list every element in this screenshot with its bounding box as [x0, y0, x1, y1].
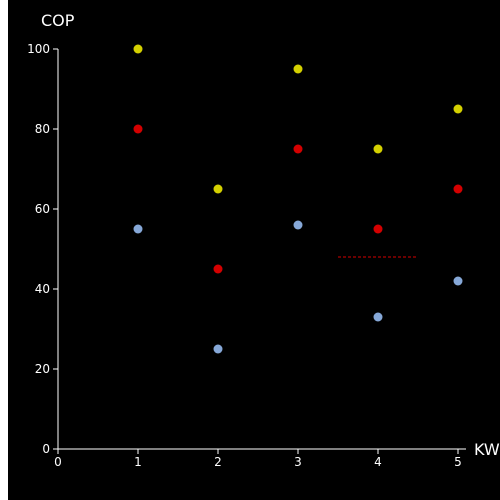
data-point [133, 44, 143, 54]
y-tick-label: 0 [42, 442, 50, 456]
data-point [453, 184, 463, 194]
data-point [373, 144, 383, 154]
chart-axes [57, 49, 466, 450]
data-point [133, 224, 143, 234]
x-axis-ticks: 0 1 2 3 4 5 [54, 449, 462, 469]
x-tick-label: 1 [134, 455, 142, 469]
data-point [373, 312, 383, 322]
data-point [293, 64, 303, 74]
chart-panel [8, 0, 500, 500]
data-point [293, 144, 303, 154]
y-tick-label: 40 [35, 282, 50, 296]
data-point [293, 220, 303, 230]
x-tick-label: 3 [294, 455, 302, 469]
y-tick-label: 20 [35, 362, 50, 376]
x-tick-label: 4 [374, 455, 382, 469]
y-tick-label: 60 [35, 202, 50, 216]
x-tick-label: 5 [454, 455, 462, 469]
data-point [213, 264, 223, 274]
data-point [213, 184, 223, 194]
x-tick-label: 0 [54, 455, 62, 469]
data-point [453, 276, 463, 286]
y-tick-label: 80 [35, 122, 50, 136]
data-point [373, 224, 383, 234]
y-axis-title: COP [41, 11, 75, 30]
data-points [133, 44, 463, 354]
x-tick-label: 2 [214, 455, 222, 469]
x-axis-title: KW [474, 440, 500, 459]
data-point [453, 104, 463, 114]
y-tick-label: 100 [27, 42, 50, 56]
y-axis-ticks: 0 20 40 60 80 100 [27, 42, 58, 456]
data-point [133, 124, 143, 134]
data-point [213, 344, 223, 354]
